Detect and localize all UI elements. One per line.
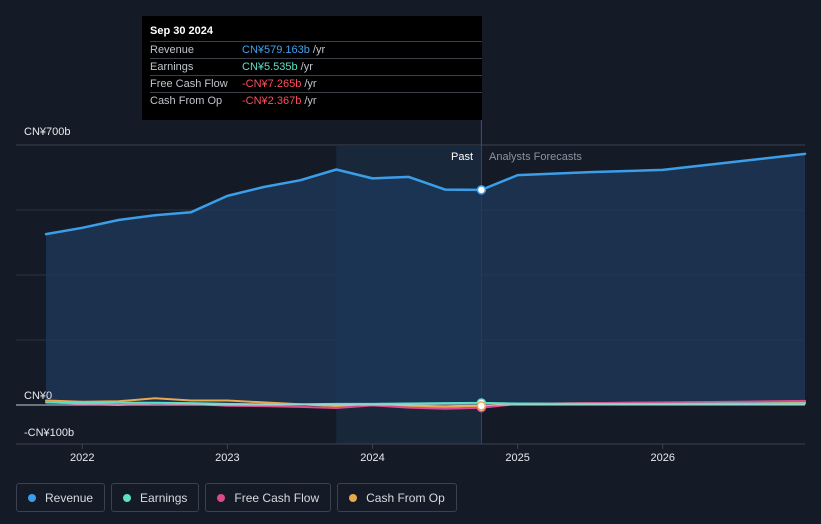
marker-revenue bbox=[476, 185, 487, 195]
tooltip-date: Sep 30 2024 bbox=[150, 25, 213, 37]
tooltip: Sep 30 2024 Revenue CN¥579.163b/yr Earni… bbox=[142, 16, 482, 120]
series-line-earnings bbox=[45, 401, 806, 406]
legend-dot-icon bbox=[217, 493, 226, 502]
x-tick-label: 2024 bbox=[360, 452, 384, 464]
tooltip-value: -CN¥2.367b bbox=[242, 95, 302, 107]
legend-label: Earnings bbox=[140, 490, 188, 505]
legend-dot-icon bbox=[123, 493, 132, 502]
legend-label: Cash From Op bbox=[366, 490, 445, 505]
tooltip-unit: /yr bbox=[300, 61, 313, 73]
tooltip-label: Cash From Op bbox=[150, 95, 223, 107]
tooltip-label: Free Cash Flow bbox=[150, 78, 228, 90]
chart-regions bbox=[46, 145, 805, 444]
x-tick-label: 2023 bbox=[215, 452, 239, 464]
tooltip-row-free-cash-flow: Free Cash Flow -CN¥7.265b/yr bbox=[150, 75, 482, 93]
legend-label: Revenue bbox=[45, 490, 94, 505]
tooltip-unit: /yr bbox=[304, 78, 317, 90]
chart-axes: CN¥700b CN¥0 -CN¥100b 2022 2023 2024 2025 2026 bbox=[16, 126, 805, 464]
series-line-revenue bbox=[44, 152, 807, 236]
x-tick-label: 2026 bbox=[651, 452, 675, 464]
legend-item-earnings[interactable]: Earnings bbox=[111, 483, 200, 512]
chart-markers bbox=[476, 185, 487, 413]
legend-item-free-cash-flow[interactable]: Free Cash Flow bbox=[205, 483, 332, 512]
marker-cash-from-op bbox=[476, 401, 487, 411]
tooltip-unit: /yr bbox=[312, 44, 326, 56]
x-tick-label: 2022 bbox=[70, 452, 94, 464]
tooltip-label: Earnings bbox=[150, 61, 194, 73]
x-tick-label: 2025 bbox=[505, 452, 529, 464]
legend-dot-icon bbox=[28, 493, 36, 502]
legend-item-revenue[interactable]: Revenue bbox=[16, 483, 106, 512]
y-tick-label: -CN¥100b bbox=[24, 427, 74, 439]
forecast-label: Analysts Forecasts bbox=[489, 151, 582, 163]
y-tick-label: CN¥700b bbox=[24, 126, 70, 138]
tooltip-unit: /yr bbox=[304, 95, 317, 107]
past-label: Past bbox=[451, 151, 473, 163]
tooltip-value: CN¥579.163b bbox=[242, 44, 310, 56]
tooltip-row-revenue: Revenue CN¥579.163b/yr bbox=[150, 41, 482, 59]
tooltip-row-earnings: Earnings CN¥5.535b/yr bbox=[150, 58, 482, 76]
tooltip-value: -CN¥7.265b bbox=[242, 78, 302, 90]
tooltip-label: Revenue bbox=[150, 44, 195, 56]
tooltip-row-cash-from-op: Cash From Op -CN¥2.367b/yr bbox=[150, 92, 482, 110]
tooltip-value: CN¥5.535b bbox=[242, 61, 298, 73]
legend-label: Free Cash Flow bbox=[234, 490, 320, 505]
legend: Revenue Earnings Free Cash Flow Cash Fro… bbox=[16, 483, 457, 512]
revenue-area bbox=[46, 153, 805, 405]
y-tick-label: CN¥0 bbox=[24, 390, 52, 402]
legend-dot-icon bbox=[349, 493, 358, 502]
legend-item-cash-from-op[interactable]: Cash From Op bbox=[337, 483, 457, 512]
